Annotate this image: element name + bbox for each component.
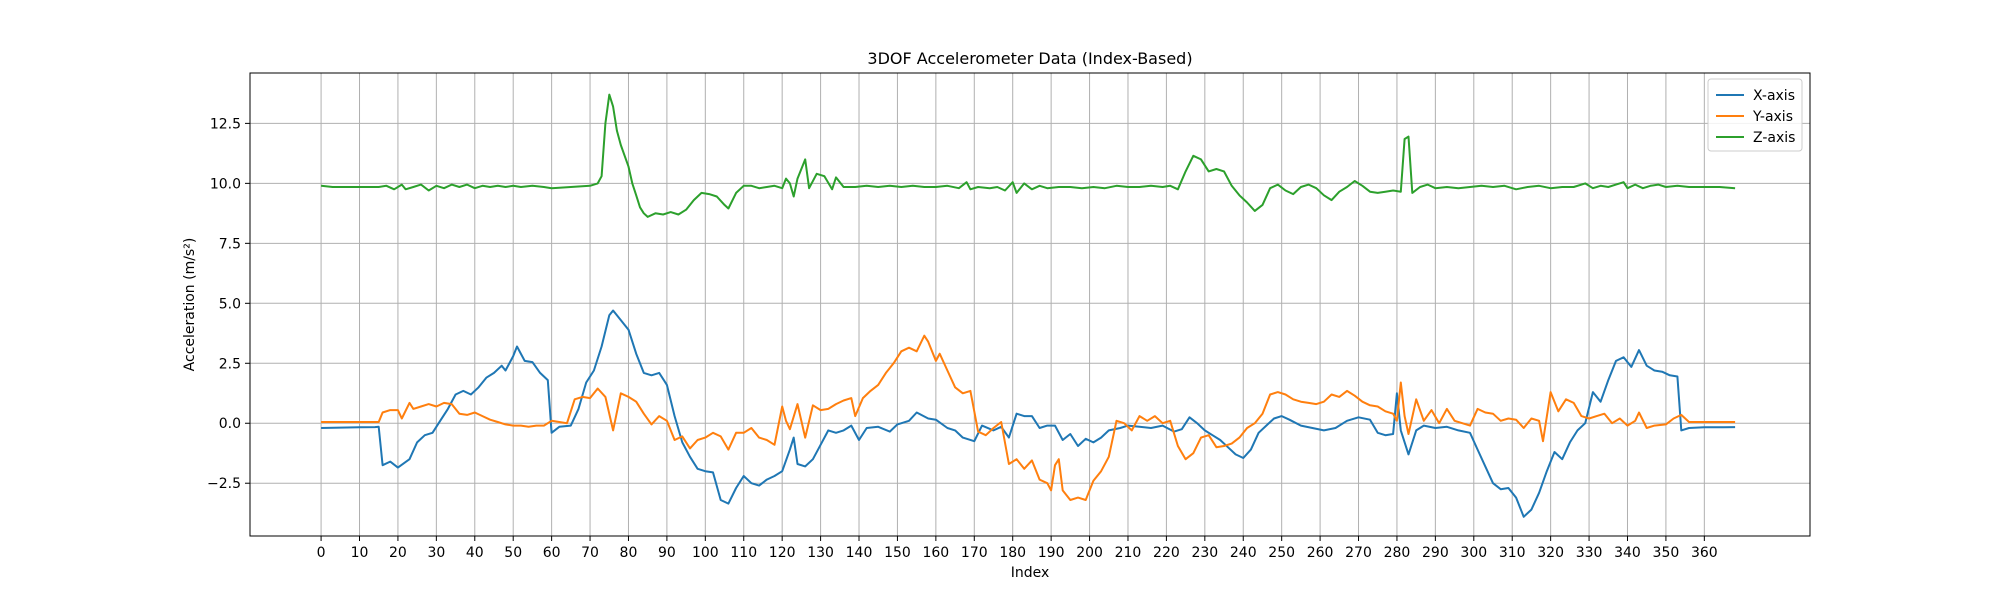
x-tick-label: 20 bbox=[389, 545, 407, 561]
legend-label-y-axis: Y-axis bbox=[1752, 109, 1793, 125]
x-tick-label: 100 bbox=[692, 545, 719, 561]
x-tick-label: 190 bbox=[1038, 545, 1065, 561]
series-line-z-axis bbox=[320, 93, 1736, 218]
x-tick-label: 340 bbox=[1614, 545, 1641, 561]
x-tick-label: 150 bbox=[884, 545, 911, 561]
y-tick-label: 7.5 bbox=[219, 236, 241, 252]
x-tick-label: 110 bbox=[730, 545, 757, 561]
x-tick-label: 320 bbox=[1537, 545, 1564, 561]
x-tick-label: 200 bbox=[1076, 545, 1103, 561]
x-tick-label: 140 bbox=[846, 545, 873, 561]
x-tick-label: 270 bbox=[1345, 545, 1372, 561]
x-tick-label: 280 bbox=[1384, 545, 1411, 561]
x-ticks: 0 10 20 30 40 50 60 70 80 90 100 110 120 130 140 150 160… bbox=[317, 536, 1718, 561]
x-tick-label: 210 bbox=[1115, 545, 1142, 561]
x-tick-label: 30 bbox=[427, 545, 445, 561]
x-tick-label: 40 bbox=[466, 545, 484, 561]
x-tick-label: 90 bbox=[658, 545, 676, 561]
x-tick-label: 0 bbox=[317, 545, 326, 561]
x-tick-label: 240 bbox=[1230, 545, 1257, 561]
x-tick-label: 300 bbox=[1460, 545, 1487, 561]
x-tick-label: 360 bbox=[1691, 545, 1718, 561]
x-tick-label: 180 bbox=[999, 545, 1026, 561]
x-tick-label: 310 bbox=[1499, 545, 1526, 561]
legend-label-z-axis: Z-axis bbox=[1753, 130, 1795, 146]
y-axis-label: Acceleration (m/s²) bbox=[182, 238, 198, 372]
y-tick-label: −2.5 bbox=[207, 476, 241, 492]
x-tick-label: 120 bbox=[769, 545, 796, 561]
x-tick-label: 10 bbox=[351, 545, 369, 561]
x-tick-label: 290 bbox=[1422, 545, 1449, 561]
x-tick-label: 80 bbox=[620, 545, 638, 561]
x-tick-label: 330 bbox=[1576, 545, 1603, 561]
x-tick-label: 250 bbox=[1268, 545, 1295, 561]
x-tick-label: 230 bbox=[1191, 545, 1218, 561]
series-line-y-axis bbox=[321, 334, 1736, 501]
chart-title: 3DOF Accelerometer Data (Index-Based) bbox=[867, 49, 1192, 68]
series-lines bbox=[320, 93, 1736, 518]
y-tick-label: 12.5 bbox=[210, 116, 241, 132]
x-tick-label: 70 bbox=[581, 545, 599, 561]
legend: X-axis Y-axis Z-axis bbox=[1707, 78, 1803, 152]
y-tick-label: 0.0 bbox=[219, 416, 241, 432]
x-axis-label: Index bbox=[1011, 565, 1050, 581]
series-line-x-axis bbox=[321, 309, 1736, 518]
grid bbox=[250, 73, 1810, 536]
legend-box bbox=[1707, 78, 1803, 152]
y-ticks: −2.5 0.0 2.5 5.0 7.5 10.0 12.5 bbox=[207, 116, 250, 492]
x-tick-label: 350 bbox=[1653, 545, 1680, 561]
y-tick-label: 5.0 bbox=[219, 296, 241, 312]
x-tick-label: 170 bbox=[961, 545, 988, 561]
y-tick-label: 10.0 bbox=[210, 176, 241, 192]
plot-frame bbox=[249, 72, 1811, 537]
x-tick-label: 60 bbox=[543, 545, 561, 561]
x-tick-label: 160 bbox=[922, 545, 949, 561]
x-tick-label: 220 bbox=[1153, 545, 1180, 561]
y-tick-label: 2.5 bbox=[219, 356, 241, 372]
x-tick-label: 260 bbox=[1307, 545, 1334, 561]
x-tick-label: 130 bbox=[807, 545, 834, 561]
legend-label-x-axis: X-axis bbox=[1753, 88, 1795, 104]
x-tick-label: 50 bbox=[504, 545, 522, 561]
